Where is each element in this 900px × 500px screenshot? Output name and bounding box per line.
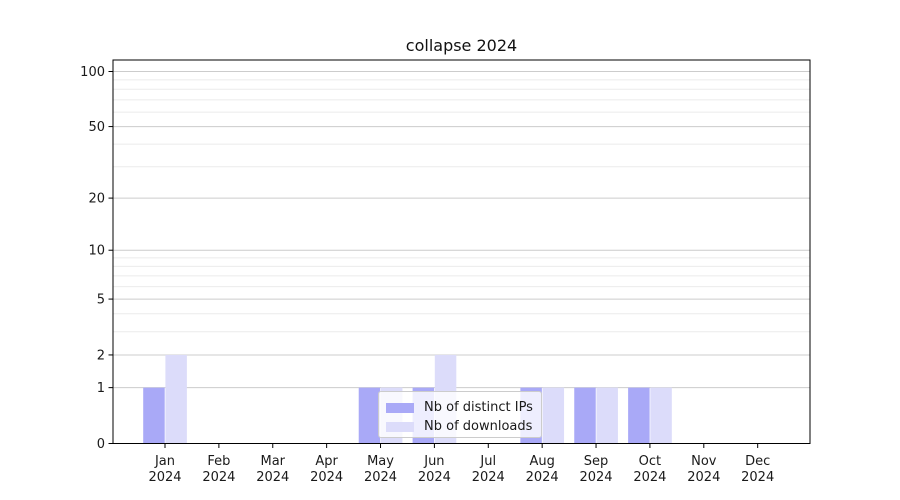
bar-downloads-jan [165,354,187,444]
bar-downloads-sep [596,387,618,444]
legend: Nb of distinct IPs Nb of downloads [378,391,542,438]
legend-item-downloads: Nb of downloads [386,417,541,436]
legend-label-downloads: Nb of downloads [424,419,533,434]
x-tick-label-jan: Jan 2024 [148,454,181,485]
x-tick-label-apr: Apr 2024 [310,454,343,485]
y-tick-label: 10 [88,244,105,259]
y-tick-label: 100 [80,65,105,80]
x-tick-label-feb: Feb 2024 [202,454,235,485]
bar-distinct-ips-sep [574,387,596,444]
bar-downloads-oct [650,387,672,444]
legend-swatch-downloads-icon [386,421,414,432]
y-tick-label: 0 [97,437,105,452]
chart-title: collapse 2024 [405,36,518,55]
legend-item-distinct-ips: Nb of distinct IPs [386,398,541,417]
y-tick-label: 2 [97,348,105,363]
x-tick-label-jul: Jul 2024 [472,454,505,485]
y-tick-label: 5 [97,293,105,308]
legend-label-distinct-ips: Nb of distinct IPs [424,400,533,415]
x-tick-label-nov: Nov 2024 [687,454,720,485]
bar-distinct-ips-jan [143,387,165,444]
bar-distinct-ips-may [358,387,381,444]
y-tick-label: 20 [88,192,105,207]
legend-swatch-distinct-ips-icon [386,402,414,413]
y-tick-label: 50 [88,120,105,135]
plot-frame [112,59,811,444]
x-tick-label-dec: Dec 2024 [741,454,774,485]
bar-downloads-aug [542,387,565,444]
x-tick-label-mar: Mar 2024 [256,454,289,485]
x-tick-label-jun: Jun 2024 [418,454,451,485]
x-tick-label-aug: Aug 2024 [526,454,559,485]
x-tick-label-sep: Sep 2024 [579,454,612,485]
x-tick-label-may: May 2024 [364,454,397,485]
y-tick-label: 1 [97,381,105,396]
bar-distinct-ips-oct [628,387,650,444]
x-tick-label-oct: Oct 2024 [633,454,666,485]
